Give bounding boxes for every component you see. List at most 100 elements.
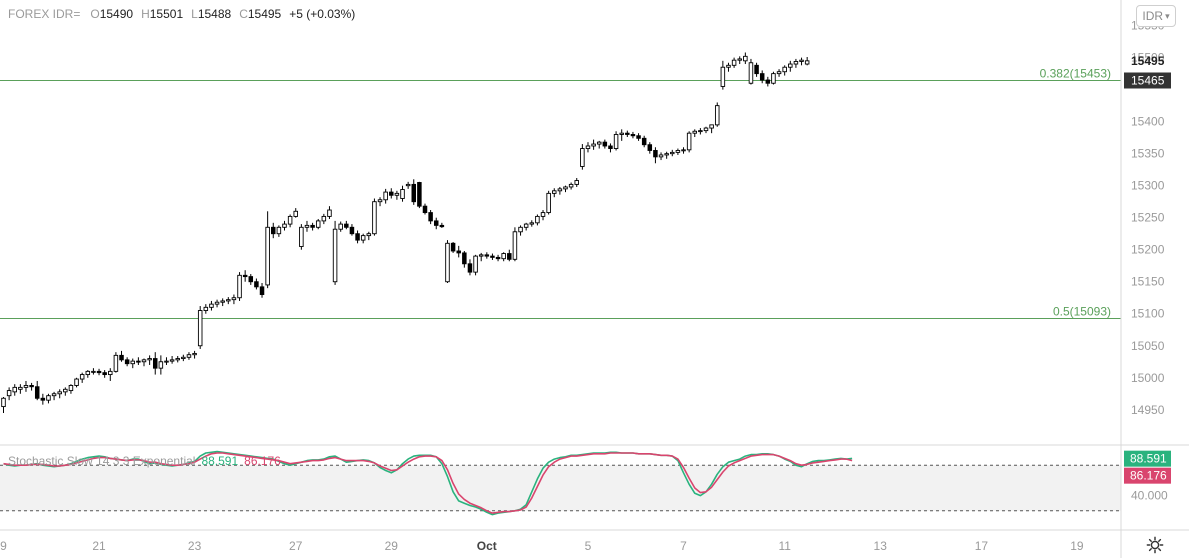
- candle[interactable]: [209, 300, 214, 311]
- stochastic-d-line[interactable]: [3, 452, 853, 514]
- candle[interactable]: [63, 387, 68, 396]
- candle[interactable]: [23, 380, 29, 392]
- candle[interactable]: [518, 225, 523, 236]
- candle[interactable]: [428, 210, 433, 225]
- candle[interactable]: [18, 384, 23, 394]
- candle[interactable]: [46, 393, 51, 404]
- candle[interactable]: [1, 396, 6, 413]
- candle[interactable]: [619, 129, 624, 141]
- candle[interactable]: [793, 58, 799, 68]
- candle[interactable]: [287, 214, 293, 228]
- candle[interactable]: [799, 57, 804, 66]
- candle[interactable]: [377, 197, 383, 207]
- candle[interactable]: [271, 222, 276, 239]
- candle[interactable]: [136, 357, 141, 365]
- candle[interactable]: [175, 356, 180, 363]
- candle[interactable]: [113, 352, 119, 373]
- candle[interactable]: [394, 190, 400, 200]
- price-pane[interactable]: 0.382(15453) 0.5(15093): [0, 52, 1121, 413]
- candle[interactable]: [417, 181, 422, 209]
- candle[interactable]: [501, 252, 506, 262]
- candle[interactable]: [804, 56, 810, 66]
- candle[interactable]: [40, 393, 46, 405]
- candle[interactable]: [596, 140, 602, 149]
- candle[interactable]: [259, 283, 265, 298]
- candle[interactable]: [344, 220, 349, 230]
- candle[interactable]: [338, 221, 343, 232]
- candle[interactable]: [647, 142, 653, 154]
- candle[interactable]: [102, 370, 107, 378]
- candle[interactable]: [383, 188, 388, 204]
- stochastic-pane[interactable]: [0, 450, 1121, 516]
- candle[interactable]: [495, 254, 501, 262]
- candle[interactable]: [79, 372, 85, 383]
- candle[interactable]: [389, 188, 394, 199]
- candle[interactable]: [754, 62, 759, 77]
- candle[interactable]: [355, 230, 360, 244]
- candle[interactable]: [692, 129, 698, 138]
- candle[interactable]: [743, 52, 748, 65]
- candle[interactable]: [602, 139, 608, 149]
- candle[interactable]: [731, 57, 737, 68]
- candle[interactable]: [366, 231, 372, 241]
- candle[interactable]: [456, 245, 461, 258]
- candle[interactable]: [293, 208, 298, 218]
- candle[interactable]: [546, 190, 551, 215]
- candle[interactable]: [141, 358, 147, 367]
- candle[interactable]: [248, 274, 254, 285]
- stochastic-name[interactable]: Stochastic Slow 14 3 3 Exponential: [8, 454, 196, 468]
- candle[interactable]: [585, 142, 591, 153]
- candle[interactable]: [709, 124, 714, 134]
- candle[interactable]: [349, 224, 355, 236]
- candle[interactable]: [220, 298, 225, 307]
- candle[interactable]: [726, 62, 731, 72]
- candle[interactable]: [91, 368, 96, 375]
- candle[interactable]: [698, 128, 703, 135]
- candle[interactable]: [124, 357, 130, 367]
- candle[interactable]: [462, 250, 467, 268]
- candle[interactable]: [788, 60, 793, 72]
- candle[interactable]: [478, 252, 484, 262]
- candle[interactable]: [529, 220, 535, 227]
- candle[interactable]: [714, 102, 720, 127]
- candle[interactable]: [299, 224, 304, 250]
- candle[interactable]: [203, 304, 209, 314]
- candle[interactable]: [507, 249, 512, 262]
- candle[interactable]: [242, 270, 248, 282]
- candle[interactable]: [580, 144, 585, 170]
- candle[interactable]: [574, 178, 579, 187]
- candle[interactable]: [759, 70, 765, 84]
- candle[interactable]: [147, 355, 152, 365]
- candle[interactable]: [490, 253, 495, 260]
- candle[interactable]: [450, 242, 456, 253]
- candle[interactable]: [670, 149, 675, 157]
- candle[interactable]: [226, 297, 231, 305]
- candle[interactable]: [467, 259, 473, 276]
- candle[interactable]: [119, 350, 124, 362]
- candle[interactable]: [310, 222, 315, 231]
- candle[interactable]: [197, 306, 203, 349]
- candle[interactable]: [29, 382, 34, 391]
- candle[interactable]: [439, 222, 445, 228]
- candle[interactable]: [96, 368, 102, 376]
- candle[interactable]: [327, 206, 332, 219]
- candle[interactable]: [681, 147, 686, 154]
- candle[interactable]: [591, 139, 596, 150]
- candle[interactable]: [433, 217, 439, 230]
- candle[interactable]: [332, 220, 338, 285]
- candle[interactable]: [34, 380, 40, 401]
- candle[interactable]: [57, 389, 62, 399]
- date-x-axis[interactable]: 9 21 23 27 29 Oct 5 7 11 13 17 19: [0, 539, 1084, 553]
- candle[interactable]: [422, 203, 428, 215]
- candle[interactable]: [411, 179, 417, 205]
- candle[interactable]: [68, 384, 74, 394]
- candle[interactable]: [540, 210, 546, 221]
- candle[interactable]: [265, 211, 270, 289]
- candle[interactable]: [737, 56, 742, 65]
- candle[interactable]: [164, 357, 169, 365]
- candle[interactable]: [282, 220, 287, 231]
- candle[interactable]: [6, 387, 12, 401]
- candle[interactable]: [130, 358, 136, 369]
- candle[interactable]: [214, 299, 220, 308]
